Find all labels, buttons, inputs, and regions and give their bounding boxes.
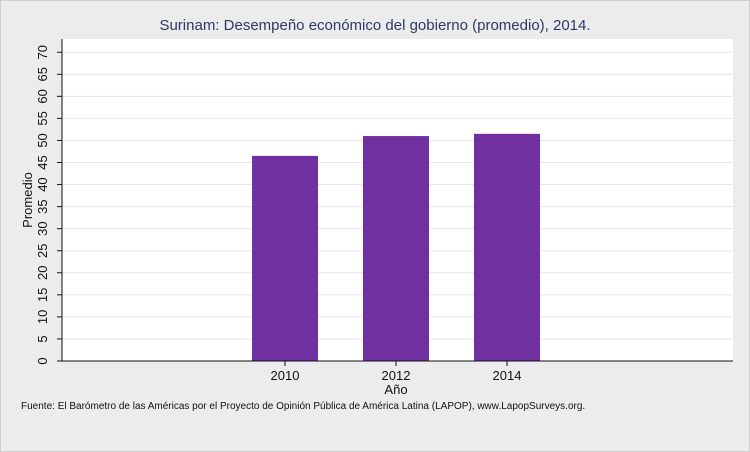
source-note: Fuente: El Barómetro de las Américas por… bbox=[21, 401, 586, 412]
y-tick-label: 20 bbox=[35, 266, 50, 280]
y-tick-label: 40 bbox=[35, 177, 50, 191]
y-tick-label: 15 bbox=[35, 288, 50, 302]
y-tick-label: 45 bbox=[35, 155, 50, 169]
bar-2010 bbox=[252, 155, 318, 361]
bar-2012 bbox=[363, 136, 429, 361]
y-tick-label: 5 bbox=[35, 335, 50, 342]
y-tick-label: 55 bbox=[35, 111, 50, 125]
plot-area: 0 5 10 15 20 25 30 35 40 45 50 55 60 65 70 2010 2012 2014 bbox=[35, 39, 733, 383]
x-tick-label: 2012 bbox=[382, 368, 411, 383]
bar-2014 bbox=[474, 133, 540, 361]
y-tick-label: 60 bbox=[35, 89, 50, 103]
x-tick-label: 2014 bbox=[493, 368, 522, 383]
y-axis-label: Promedio bbox=[20, 172, 35, 228]
y-tick-label: 70 bbox=[35, 45, 50, 59]
chart-title: Surinam: Desempeño económico del gobiern… bbox=[159, 17, 591, 34]
x-axis-label: Año bbox=[384, 382, 407, 397]
y-tick-label: 25 bbox=[35, 243, 50, 257]
y-tick-label: 10 bbox=[35, 310, 50, 324]
y-tick-label: 30 bbox=[35, 221, 50, 235]
y-tick-label: 65 bbox=[35, 67, 50, 81]
y-tick-label: 50 bbox=[35, 133, 50, 147]
x-tick-label: 2010 bbox=[271, 368, 300, 383]
y-tick-label: 35 bbox=[35, 199, 50, 213]
y-tick-label: 0 bbox=[35, 357, 50, 364]
